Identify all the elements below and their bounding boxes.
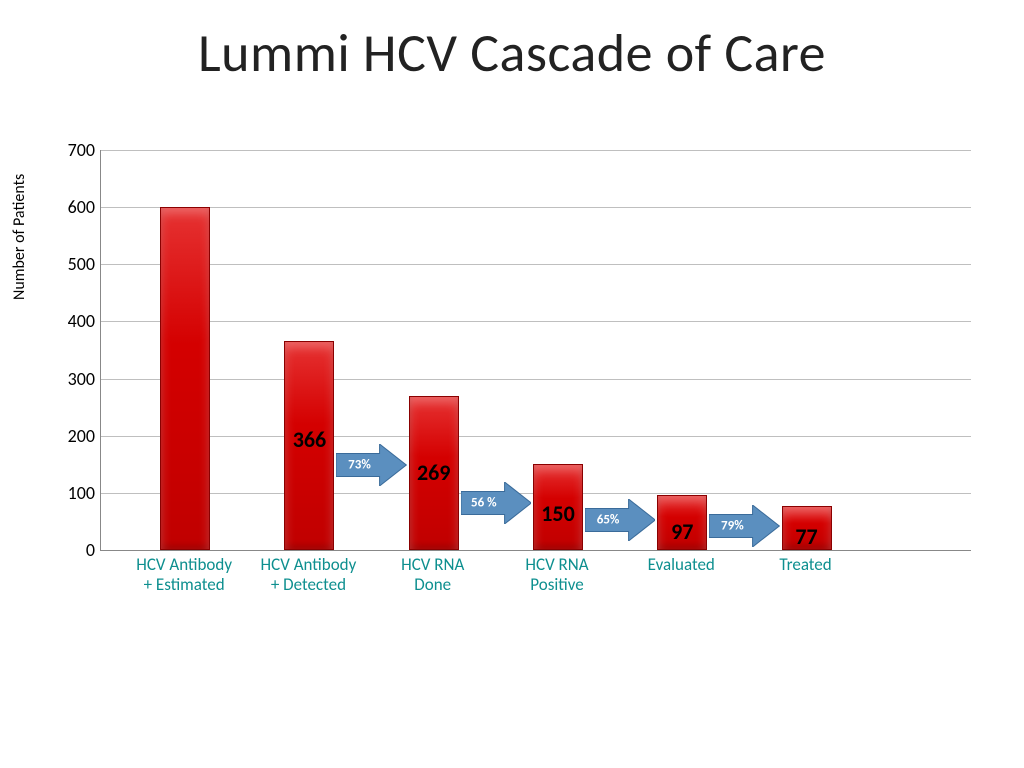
y-tick-label: 400 (55, 310, 95, 332)
gridline (101, 207, 971, 208)
chart-plot-area: 366 269 150 97 77 73% 56 % 65% 79% (100, 150, 971, 551)
transition-arrow: 65% (585, 499, 655, 541)
y-axis-label: Number of Patients (10, 174, 29, 300)
y-tick-label: 100 (55, 482, 95, 504)
gridline (101, 264, 971, 265)
category-label-treated: Treated (746, 555, 866, 575)
y-tick-label: 700 (55, 139, 95, 161)
category-label-line1: HCV RNA (497, 555, 617, 575)
gridline (101, 436, 971, 437)
transition-arrow: 73% (336, 444, 406, 486)
y-tick-label: 300 (55, 368, 95, 390)
category-label-rnadone: HCV RNADone (373, 555, 493, 596)
y-tick-label: 500 (55, 253, 95, 275)
transition-arrow: 79% (709, 505, 779, 547)
category-label-line1: HCV Antibody (248, 555, 368, 575)
category-label-detected: HCV Antibody+ Detected (248, 555, 368, 596)
category-label-line1: Evaluated (621, 555, 741, 575)
slide-title: Lummi HCV Cascade of Care (0, 20, 1024, 86)
bar-value-rnadone: 269 (410, 459, 458, 486)
transition-arrow-label: 56 % (463, 495, 505, 510)
y-tick-label: 200 (55, 425, 95, 447)
category-label-rnapos: HCV RNAPositive (497, 555, 617, 596)
bar-treated: 77 (782, 506, 832, 550)
bar-detected: 366 (284, 341, 334, 550)
category-label-line1: Treated (746, 555, 866, 575)
gridline (101, 379, 971, 380)
category-label-line1: HCV Antibody (124, 555, 244, 575)
bar-value-detected: 366 (285, 426, 333, 453)
category-label-line2: Done (373, 575, 493, 595)
bar-value-evaluated: 97 (658, 518, 706, 545)
category-label-line2: + Estimated (124, 575, 244, 595)
bar-evaluated: 97 (657, 495, 707, 550)
transition-arrow: 56 % (461, 482, 531, 524)
category-label-line2: Positive (497, 575, 617, 595)
y-tick-label: 600 (55, 196, 95, 218)
bar-estimated (160, 207, 210, 550)
gridline (101, 150, 971, 151)
category-label-line1: HCV RNA (373, 555, 493, 575)
bar-rnapos: 150 (533, 464, 583, 550)
bar-value-rnapos: 150 (534, 500, 582, 527)
bar-rnadone: 269 (409, 396, 459, 550)
transition-arrow-label: 79% (711, 518, 753, 533)
gridline (101, 321, 971, 322)
y-tick-label: 0 (55, 539, 95, 561)
transition-arrow-label: 73% (338, 458, 380, 473)
category-label-line2: + Detected (248, 575, 368, 595)
bar-value-treated: 77 (783, 523, 831, 550)
category-label-estimated: HCV Antibody+ Estimated (124, 555, 244, 596)
transition-arrow-label: 65% (587, 512, 629, 527)
category-label-evaluated: Evaluated (621, 555, 741, 575)
